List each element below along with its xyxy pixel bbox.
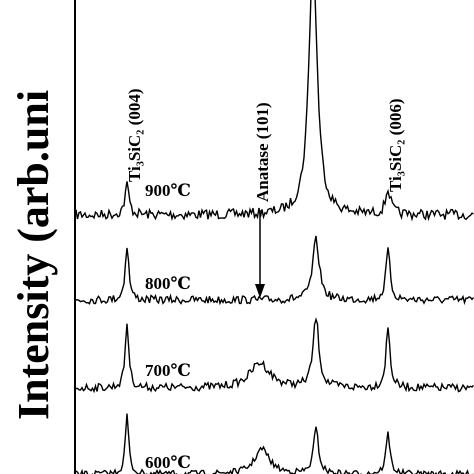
traces bbox=[75, 0, 474, 474]
xrd-trace bbox=[75, 235, 474, 306]
xrd-trace bbox=[75, 0, 474, 222]
curve-label: 800℃ bbox=[145, 274, 191, 293]
peak-annotation: Anatase (101) bbox=[253, 102, 272, 202]
xrd-trace bbox=[75, 413, 474, 474]
xrd-trace bbox=[75, 317, 474, 394]
peak-annotation: Ti₃SiC₂ (004) bbox=[125, 89, 144, 182]
curve-label: 900℃ bbox=[145, 181, 191, 200]
curve-label: 600℃ bbox=[145, 453, 191, 472]
curve-label: 700℃ bbox=[145, 361, 191, 380]
arrow-head bbox=[255, 284, 265, 298]
peak-annotation: Ti₃SiC₂ (006) bbox=[386, 99, 405, 192]
axis-label: Intensity (arb.uni bbox=[9, 90, 58, 420]
